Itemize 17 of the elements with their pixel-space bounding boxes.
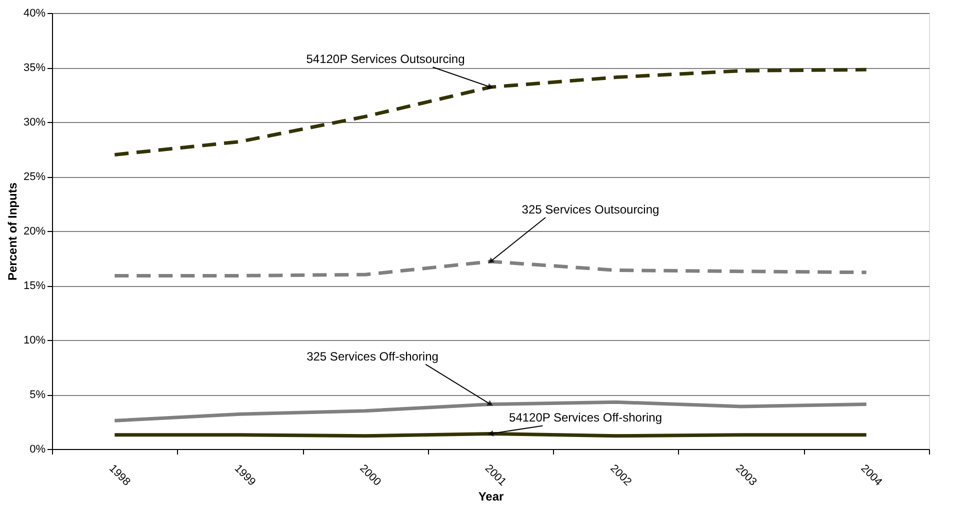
y-axis-title: Percent of Inputs (5, 182, 20, 281)
y-tick-label: 35% (23, 62, 46, 74)
y-tick-label: 10% (23, 334, 46, 346)
y-tick-label: 40% (23, 8, 46, 20)
annotation: 325 Services Off-shoring (306, 349, 438, 364)
line-series (112, 68, 868, 156)
line-series (112, 400, 868, 422)
y-tick-label: 25% (23, 171, 46, 183)
y-tick-label: 30% (23, 116, 46, 128)
annotation: 325 Services Outsourcing (522, 202, 660, 217)
y-tick-label: 15% (23, 280, 46, 292)
y-tick-label: 0% (30, 444, 46, 456)
y-tick-label: 5% (30, 389, 46, 401)
annotation: 54120P Services Off-shoring (509, 410, 662, 425)
y-tick-label: 20% (23, 226, 46, 238)
x-axis-title: Year (478, 490, 504, 504)
annotation: 54120P Services Outsourcing (306, 52, 465, 66)
